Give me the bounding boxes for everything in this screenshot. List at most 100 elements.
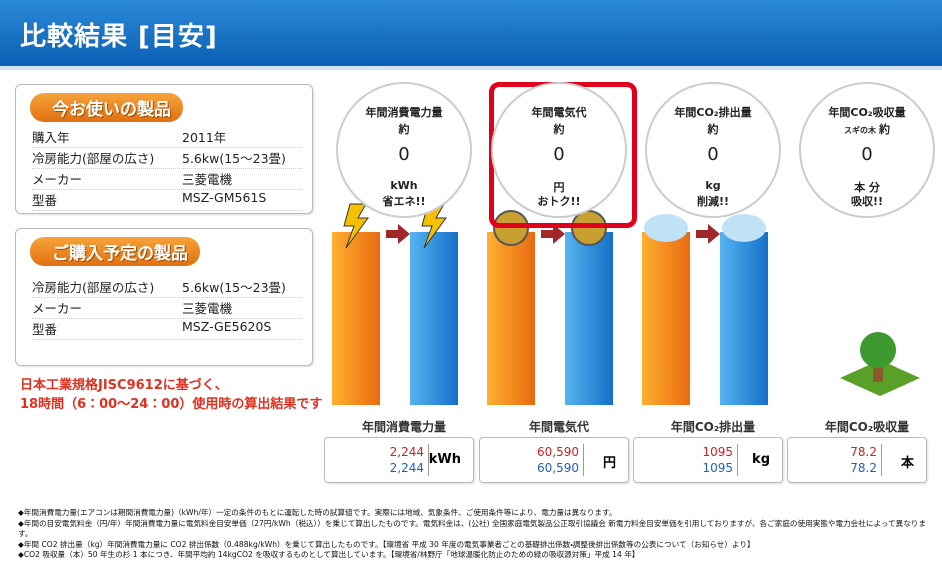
- bar-illustration: [332, 203, 920, 405]
- result-box: 1095 1095 kg: [633, 437, 783, 483]
- circle-value: 0: [398, 144, 410, 165]
- circle-unit: kg: [705, 179, 721, 192]
- tree-icon: [840, 332, 920, 396]
- info-row: 冷房能力(部屋の広さ) 5.6kw(15～23畳): [32, 148, 302, 169]
- result-label: 年間消費電力量: [361, 420, 446, 434]
- result-circle: 年間CO₂吸収量 スギの木約 0 本 分吸収!!: [799, 82, 935, 218]
- info-value: 5.6kw(15～23畳): [182, 280, 286, 295]
- info-value: 2011年: [182, 130, 227, 145]
- info-key: 冷房能力(部屋の広さ): [32, 280, 155, 295]
- info-row: 型番 MSZ-GE5620S: [32, 319, 302, 340]
- result-label: 年間CO₂吸収量: [824, 420, 910, 434]
- panel-label: ご購入予定の製品: [30, 237, 200, 266]
- current-value: 2,244: [389, 445, 424, 459]
- footnotes: ◆年間消費電力量(エアコンは期間消費電力量)（kWh/年）一定の条件のもとに運転…: [18, 508, 938, 561]
- circle-title: 年間CO₂吸収量: [828, 106, 906, 119]
- info-key: メーカー: [32, 172, 83, 187]
- info-row: 冷房能力(部屋の広さ) 5.6kw(15～23畳): [32, 277, 302, 298]
- header-bar: [0, 0, 942, 70]
- page-title: 比較結果 [目安]: [20, 22, 218, 52]
- current-value: 78.2: [850, 445, 877, 459]
- circle-tag: おトク!!: [537, 195, 581, 208]
- bar-planned: [720, 232, 768, 405]
- arrow: [386, 224, 410, 244]
- footnote: ◆CO2 吸収量（本）50 年生の杉 1 本につき、年間平均約 14kgCO2 …: [18, 550, 640, 559]
- result-unit: kg: [752, 452, 770, 467]
- result-values: 60,590 60,590: [537, 444, 584, 476]
- circle-title: 年間電気代: [531, 106, 587, 119]
- circle-approx-line: スギの木約: [801, 121, 933, 137]
- current-value: 1095: [702, 445, 733, 459]
- result-box: 2,244 2,244 kWh: [324, 437, 474, 483]
- bar-current: [332, 232, 380, 405]
- footnote: ◆年間 CO2 排出量（kg）年間消費電力量に CO2 排出係数（0.488kg…: [18, 539, 755, 549]
- arrow: [696, 224, 720, 244]
- info-row: 型番 MSZ-GM561S: [32, 190, 302, 211]
- info-value: MSZ-GE5620S: [182, 319, 272, 334]
- bars: [332, 203, 768, 405]
- result-unit: 本: [900, 456, 914, 471]
- coin-icon: [493, 210, 529, 246]
- circle-prefix: スギの木: [844, 126, 876, 135]
- bolt-icon: [421, 203, 447, 249]
- circle-approx: 約: [553, 123, 565, 136]
- bolt-icon: [343, 203, 369, 249]
- result-label: 年間CO₂排出量: [670, 420, 756, 434]
- bar-planned: [565, 232, 613, 405]
- result-circle: 年間CO₂排出量約 0 kg 削減!!: [645, 82, 781, 218]
- info-value: MSZ-GM561S: [182, 190, 267, 205]
- footnote: ◆年間消費電力量(エアコンは期間消費電力量)（kWh/年）一定の条件のもとに運転…: [18, 508, 617, 517]
- info-key: 型番: [32, 193, 58, 208]
- circle-approx: 約: [707, 123, 719, 136]
- info-key: 購入年: [32, 130, 70, 145]
- bar-current: [642, 232, 690, 405]
- info-key: メーカー: [32, 301, 83, 316]
- arrow: [541, 224, 565, 244]
- circle-unit: 本 分: [854, 181, 880, 194]
- planned-product-panel: ご購入予定の製品 冷房能力(部屋の広さ) 5.6kw(15～23畳) メーカー 三菱電…: [15, 228, 313, 366]
- info-value: 三菱電機: [182, 301, 233, 316]
- planned-value: 78.2: [850, 461, 877, 475]
- result-circle: 年間消費電力量約 0 kWh 省エネ!!: [336, 82, 472, 218]
- planned-value: 2,244: [389, 461, 424, 475]
- result-values: 78.2 78.2: [850, 444, 882, 476]
- info-row: メーカー 三菱電機: [32, 298, 302, 319]
- panel-label: 今お使いの製品: [30, 93, 183, 122]
- info-value: 5.6kw(15～23畳): [182, 151, 286, 166]
- circle-value: 0: [707, 144, 719, 165]
- result-circle: 年間電気代約 0 円おトク!!: [491, 82, 627, 218]
- circle-value: 0: [553, 144, 565, 165]
- calc-note: 日本工業規格JISC9612に基づく、 18時間（6：00～24：00）使用時の…: [20, 376, 322, 414]
- current-product-panel: 今お使いの製品 購入年 2011年冷房能力(部屋の広さ) 5.6kw(15～23畳)…: [15, 84, 313, 214]
- circle-approx: 約: [879, 123, 890, 136]
- circle-tag: 省エネ!!: [382, 195, 426, 208]
- note-line: 18時間（6：00～24：00）使用時の算出結果です: [20, 397, 323, 412]
- result-values: 2,244 2,244: [390, 444, 429, 476]
- result-label: 年間電気代: [528, 420, 589, 434]
- info-value: 三菱電機: [182, 172, 233, 187]
- result-box: 60,590 60,590 円: [479, 437, 629, 483]
- circle-approx: 約: [398, 123, 410, 136]
- result-unit: 円: [602, 456, 616, 471]
- circle-unit: kWh: [390, 179, 418, 192]
- info-key: 型番: [32, 322, 58, 337]
- result-box: 78.2 78.2 本: [787, 437, 927, 483]
- circle-tag: 吸収!!: [850, 195, 884, 208]
- info-key: 冷房能力(部屋の広さ): [32, 151, 155, 166]
- cloud-icon: [644, 214, 688, 242]
- circle-title: 年間CO₂排出量: [674, 106, 752, 119]
- circle-title: 年間消費電力量: [365, 106, 443, 119]
- current-value: 60,590: [537, 445, 579, 459]
- planned-value: 1095: [702, 461, 733, 475]
- info-row: メーカー 三菱電機: [32, 169, 302, 190]
- circle-value: 0: [861, 144, 873, 165]
- circle-tag: 削減!!: [696, 195, 730, 208]
- note-line: 日本工業規格JISC9612に基づく、: [20, 378, 228, 393]
- result-unit: kWh: [428, 452, 461, 467]
- result-values: 1095 1095: [702, 444, 738, 476]
- planned-value: 60,590: [537, 461, 579, 475]
- bar-planned: [410, 232, 458, 405]
- bar-current: [487, 232, 535, 405]
- info-row: 購入年 2011年: [32, 127, 302, 148]
